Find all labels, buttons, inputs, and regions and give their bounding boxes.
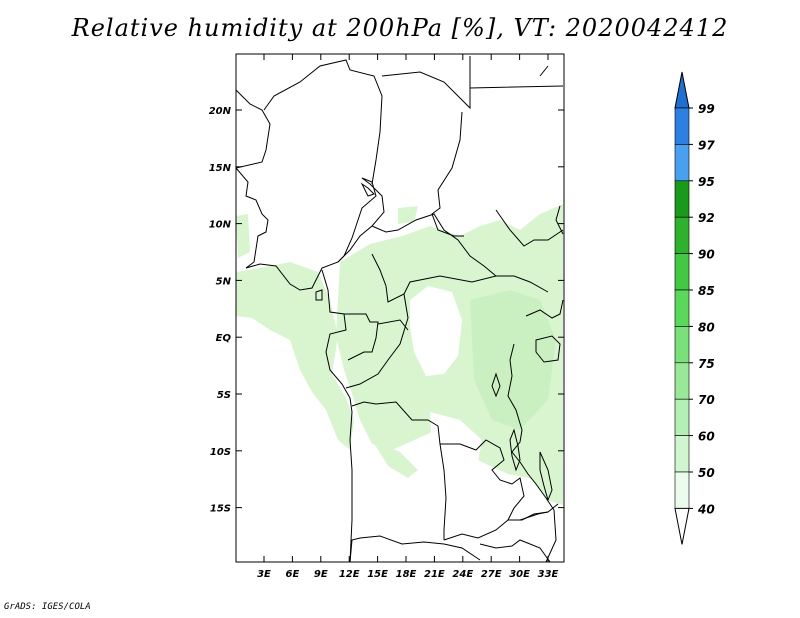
border-drc-zambia [440, 439, 525, 521]
colorbar-label: 99 [698, 102, 715, 116]
colorbar-label: 60 [698, 430, 715, 444]
lat-label: 20N [209, 106, 232, 117]
border-drc-angola [351, 401, 447, 540]
colorbar-label: 40 [697, 502, 715, 516]
lon-label: 18E [396, 569, 417, 580]
border-sudan [431, 85, 564, 237]
colorbar-box [674, 435, 690, 473]
colorbar-box [674, 398, 690, 436]
border-south-sudan [495, 209, 564, 247]
colorbar-top-triangle [674, 71, 690, 109]
lon-label: 24E [452, 569, 473, 580]
lat-label: 5N [216, 276, 232, 287]
colorbar-label: 95 [698, 175, 715, 189]
lat-label: EQ [216, 333, 232, 344]
border-chad-car [371, 213, 497, 277]
border-uganda-kenya [525, 299, 564, 319]
colorbar-label: 80 [698, 320, 715, 334]
humidity-hole-angola [430, 412, 482, 470]
humidity-patch-west [236, 262, 354, 450]
lon-label: 3E [257, 569, 271, 580]
colorbar-box [674, 326, 690, 364]
colorbar: 99 97 95 92 90 85 80 75 70 60 50 40 [674, 71, 715, 545]
border-southern-africa [349, 535, 551, 563]
lake-chad [360, 182, 375, 197]
humidity-field [236, 204, 563, 505]
border-gabon-east [377, 319, 409, 331]
colorbar-label: 92 [698, 211, 715, 225]
colorbar-bottom-triangle [674, 507, 690, 545]
colorbar-box [674, 362, 690, 400]
lake-kivu [491, 372, 501, 398]
ethiopia-corner [539, 65, 564, 235]
lat-label: 15N [209, 163, 232, 174]
lake-malawi [539, 451, 553, 502]
border-drc-congo [345, 293, 409, 389]
coastline-west-africa [235, 89, 385, 291]
map-borders [235, 56, 564, 563]
colorbar-box [674, 253, 690, 291]
lake-victoria [535, 335, 561, 363]
island-bioko [315, 289, 323, 301]
colorbar-box [674, 471, 690, 509]
lon-label: 6E [286, 569, 300, 580]
latitude-axis: 20N 15N 10N 5N EQ 5S 10S 15S [209, 106, 564, 515]
colorbar-label: 50 [698, 466, 715, 480]
grads-credit: GrADS: IGES/COLA [4, 602, 91, 612]
colorbar-box [674, 289, 690, 327]
coastline-gulf-guinea [321, 269, 353, 563]
lon-label: 15E [367, 569, 388, 580]
humidity-darker-east [470, 290, 556, 430]
colorbar-label: 97 [698, 138, 715, 152]
lat-label: 5S [217, 390, 231, 401]
border-car [371, 253, 549, 303]
colorbar-box [674, 180, 690, 218]
colorbar-box [674, 216, 690, 254]
border-gabon [344, 313, 379, 361]
humidity-patch-south [372, 440, 418, 478]
colorbar-label: 70 [698, 393, 715, 407]
lon-label: 27E [481, 569, 502, 580]
lat-label: 10N [209, 220, 232, 231]
lat-label: 10S [210, 447, 231, 458]
border-angola-zambia [443, 503, 559, 541]
border-libya-chad [381, 56, 471, 110]
colorbar-box [674, 107, 690, 145]
longitude-axis: 3E 6E 9E 12E 15E 18E 21E 24E 27E 30E 33E [257, 54, 559, 580]
lat-label: 15S [210, 504, 231, 515]
colorbar-label: 85 [698, 284, 715, 298]
colorbar-label: 90 [698, 248, 715, 262]
border-zambia-tanzania [519, 511, 549, 521]
colorbar-box [674, 144, 690, 182]
map-frame [235, 53, 565, 563]
map-title: Relative humidity at 200hPa [%], VT: 202… [71, 14, 729, 42]
humidity-patch-coast [236, 214, 250, 258]
humidity-patch-north [398, 206, 418, 224]
humidity-hole-congo [410, 286, 462, 376]
lon-label: 12E [339, 569, 360, 580]
lon-label: 9E [314, 569, 328, 580]
colorbar-label: 75 [698, 357, 715, 371]
border-niger-chad [263, 59, 383, 185]
lon-label: 33E [538, 569, 559, 580]
lake-tanganyika [509, 428, 521, 472]
lon-label: 30E [509, 569, 530, 580]
lon-label: 21E [424, 569, 445, 580]
